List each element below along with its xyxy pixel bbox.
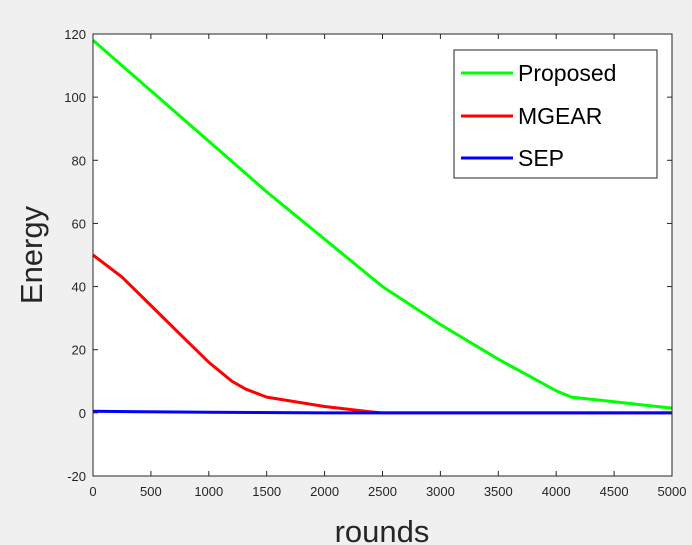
y-tick-label: 20 xyxy=(72,343,86,358)
legend-label-sep: SEP xyxy=(518,145,564,171)
legend: Proposed MGEAR SEP xyxy=(453,49,658,179)
legend-label-proposed: Proposed xyxy=(518,60,616,86)
series-line-sep xyxy=(92,409,672,415)
series-layer xyxy=(92,39,673,415)
x-tick-label: 5000 xyxy=(658,484,687,499)
ticks-layer: 0 500 1000 1500 2000 2500 3000 3500 4000 4500 5000… xyxy=(64,27,686,499)
x-tick-label: 4000 xyxy=(542,484,571,499)
x-axis-label: rounds xyxy=(335,514,430,545)
x-tick-label: 2000 xyxy=(310,484,339,499)
y-tick-label: 120 xyxy=(64,27,86,42)
y-tick-label: 40 xyxy=(72,280,86,295)
y-tick-label: 80 xyxy=(72,153,86,168)
y-tick-label: 0 xyxy=(79,406,86,421)
x-tick-label: 2500 xyxy=(368,484,397,499)
x-tick-label: 3500 xyxy=(484,484,513,499)
y-tick-label: 60 xyxy=(72,216,86,231)
series-line-proposed xyxy=(92,39,673,410)
x-tick-label: 3000 xyxy=(426,484,455,499)
x-tick-label: 1000 xyxy=(194,484,223,499)
y-tick-label: 100 xyxy=(64,90,86,105)
x-tick-label: 1500 xyxy=(252,484,281,499)
legend-label-mgear: MGEAR xyxy=(518,103,602,129)
x-tick-label: 0 xyxy=(89,484,96,499)
x-tick-label: 4500 xyxy=(600,484,629,499)
y-tick-label: -20 xyxy=(67,469,86,484)
y-axis-label: Energy xyxy=(14,205,49,304)
x-tick-label: 500 xyxy=(140,484,162,499)
